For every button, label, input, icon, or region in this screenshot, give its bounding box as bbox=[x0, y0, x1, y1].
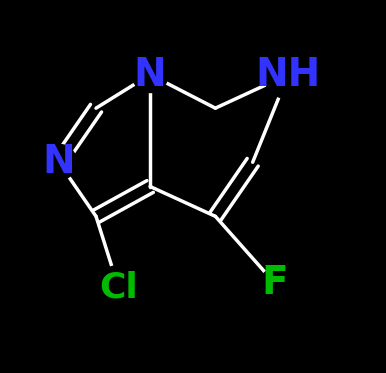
Text: NH: NH bbox=[256, 56, 321, 94]
Text: F: F bbox=[262, 264, 288, 303]
Circle shape bbox=[132, 57, 168, 93]
Text: N: N bbox=[42, 143, 75, 181]
Circle shape bbox=[260, 269, 290, 298]
Text: N: N bbox=[134, 56, 166, 94]
Circle shape bbox=[264, 50, 312, 99]
Text: Cl: Cl bbox=[99, 270, 138, 304]
Circle shape bbox=[97, 266, 140, 309]
Circle shape bbox=[41, 144, 77, 180]
